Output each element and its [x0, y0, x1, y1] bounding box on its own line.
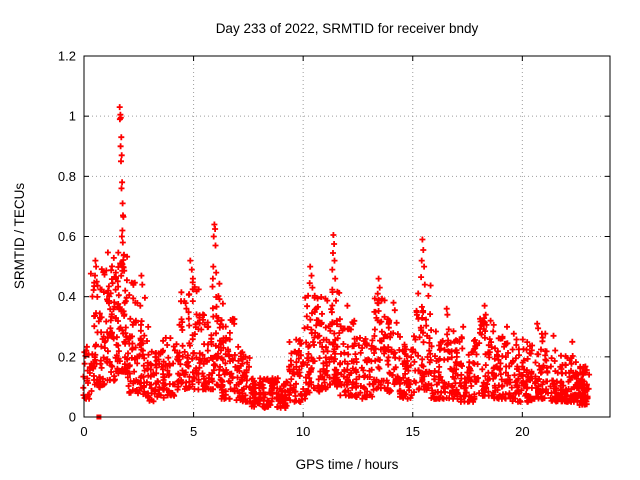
x-axis-label: GPS time / hours [295, 457, 399, 472]
tick-label-x: 15 [406, 424, 420, 439]
data-points [80, 104, 593, 411]
tick-label-y: 1 [69, 109, 76, 124]
chart-title: Day 233 of 2022, SRMTID for receiver bnd… [215, 21, 479, 36]
tick-label-y: 0 [69, 410, 76, 425]
tick-label-x: 0 [80, 424, 87, 439]
y-axis-label: SRMTID / TECUs [12, 182, 27, 290]
tick-label-x: 20 [515, 424, 529, 439]
tick-label-x: 5 [190, 424, 197, 439]
tick-label-y: 0.2 [58, 349, 76, 364]
tick-label-y: 0.6 [58, 229, 76, 244]
tick-label-y: 0.4 [58, 289, 76, 304]
tick-label-y: 0.8 [58, 169, 76, 184]
tick-label-x: 10 [296, 424, 310, 439]
tick-label-y: 1.2 [58, 49, 76, 64]
